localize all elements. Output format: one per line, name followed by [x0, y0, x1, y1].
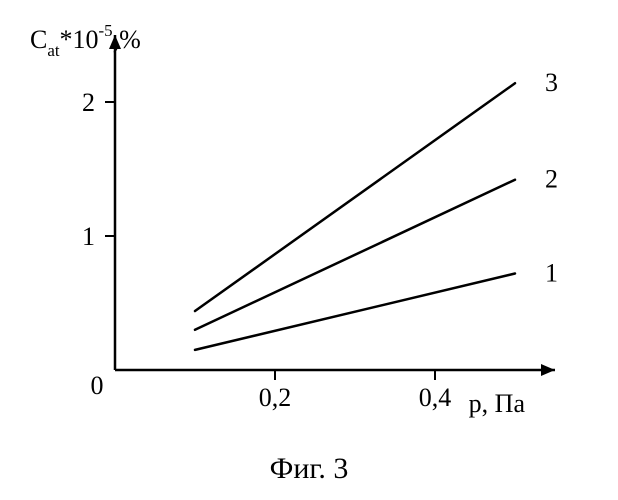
series-label: 1	[545, 259, 558, 288]
y-tick-label: 1	[82, 222, 95, 251]
series-line	[195, 83, 515, 311]
chart-container: 0 0,2 0,4 1 2 Cat*10-5,% p, Па 1 2 3 Фиг. 3	[0, 0, 618, 500]
x-tick-label: 0,2	[259, 383, 292, 412]
figure-caption: Фиг. 3	[0, 452, 618, 486]
series-line	[195, 274, 515, 350]
axis-arrow-icon	[541, 364, 555, 376]
series-line	[195, 180, 515, 330]
x-axis-label: p, Па	[469, 389, 526, 418]
line-chart: 0 0,2 0,4 1 2 Cat*10-5,% p, Па 1 2 3	[0, 0, 618, 440]
origin-label: 0	[91, 371, 104, 400]
y-tick-label: 2	[82, 88, 95, 117]
y-axis-label: Cat*10-5,%	[30, 21, 141, 60]
series-label: 3	[545, 68, 558, 97]
x-tick-label: 0,4	[419, 383, 452, 412]
series-label: 2	[545, 165, 558, 194]
